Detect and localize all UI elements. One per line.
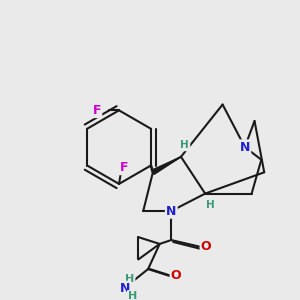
Text: H: H (181, 140, 189, 150)
Text: F: F (120, 161, 128, 174)
Text: H: H (206, 200, 214, 210)
Text: O: O (201, 240, 212, 253)
Text: N: N (120, 282, 130, 295)
Text: H: H (128, 291, 137, 300)
Polygon shape (152, 157, 181, 174)
Text: O: O (171, 269, 182, 282)
Text: N: N (166, 205, 176, 218)
Text: H: H (125, 274, 134, 284)
Text: F: F (92, 104, 101, 117)
Text: N: N (240, 141, 250, 154)
